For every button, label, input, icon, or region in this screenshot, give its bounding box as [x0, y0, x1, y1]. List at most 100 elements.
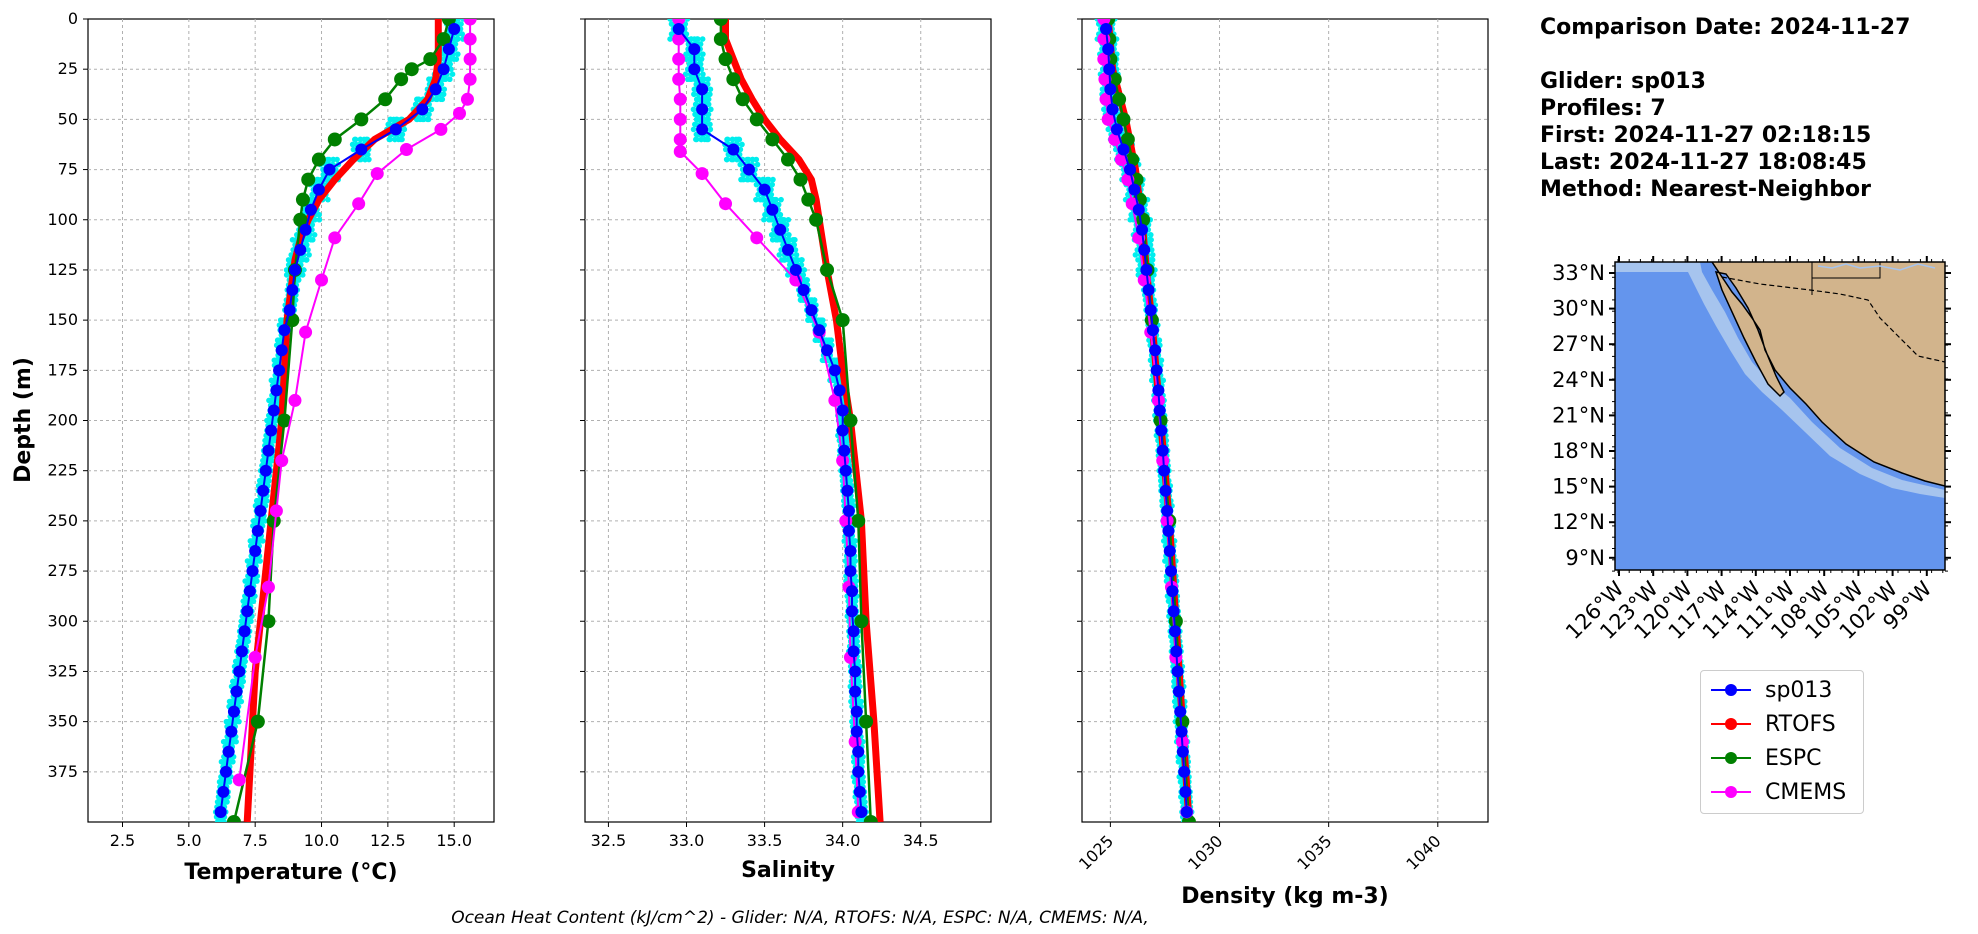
- sp013-point: [1172, 685, 1185, 698]
- sp013-point: [688, 43, 701, 56]
- sp013-point: [257, 484, 270, 497]
- espc-point: [726, 72, 741, 87]
- sp013-point: [813, 324, 826, 337]
- sp013-point: [1171, 665, 1184, 678]
- raw-profile-point: [215, 819, 221, 822]
- raw-profile-point: [707, 91, 713, 98]
- y-tick-label: 325: [47, 661, 78, 680]
- sp013-point: [841, 484, 854, 497]
- raw-profile-point: [1163, 558, 1169, 564]
- raw-profile-point: [366, 156, 372, 163]
- sp013-point: [265, 424, 278, 437]
- map-lat-label: 27°N: [1552, 332, 1605, 356]
- raw-profile-point: [692, 121, 698, 128]
- sp013-point: [844, 565, 857, 578]
- espc-point: [713, 19, 728, 26]
- raw-profile-point: [707, 126, 714, 133]
- density-x-label: Density (kg m-3): [1181, 884, 1389, 909]
- sp013-point: [672, 23, 685, 36]
- y-tick-label: 100: [47, 210, 78, 229]
- x-tick-label: 5.0: [176, 831, 201, 850]
- x-tick-label: 32.5: [591, 831, 627, 850]
- y-tick-label: 0: [68, 9, 78, 28]
- raw-profile-point: [298, 257, 304, 263]
- sp013-point: [1170, 645, 1183, 658]
- raw-profile-point: [220, 819, 227, 822]
- sp013-point: [275, 344, 288, 357]
- espc-point: [261, 614, 276, 629]
- map-lat-label: 12°N: [1552, 510, 1605, 534]
- sp013-point: [1100, 23, 1113, 36]
- raw-profile-point: [448, 66, 454, 72]
- x-tick-label: 33.5: [747, 831, 783, 850]
- raw-profile-point: [271, 357, 278, 364]
- raw-profile-point: [769, 181, 775, 188]
- raw-profile-point: [420, 116, 427, 123]
- sp013-point: [1136, 223, 1149, 236]
- raw-profile-point: [754, 161, 761, 168]
- sp013-point: [219, 765, 232, 778]
- x-tick-label: 15.0: [436, 831, 472, 850]
- raw-profile-point: [805, 317, 812, 323]
- map-border: [1721, 276, 1945, 363]
- raw-profile-point: [218, 758, 225, 765]
- sp013-point: [283, 304, 296, 317]
- raw-profile-point: [1158, 357, 1165, 364]
- raw-profile-point: [264, 417, 270, 424]
- raw-profile-point: [1099, 86, 1106, 93]
- salinity-ticks: 32.5 33.0 33.5 34.0 34.5: [580, 18, 939, 850]
- sp013-point: [288, 263, 301, 276]
- sp013-line: [219, 28, 456, 813]
- ohc-footer: Ocean Heat Content (kJ/cm^2) - Glider: N…: [451, 908, 1149, 928]
- raw-profile-point: [860, 779, 866, 785]
- sp013-point: [1161, 504, 1174, 517]
- raw-profile-point: [426, 111, 432, 118]
- y-tick-label: 125: [47, 260, 78, 279]
- espc-point: [378, 92, 393, 107]
- raw-profile-point: [691, 86, 698, 93]
- sp013-point: [429, 83, 442, 96]
- raw-profile-point: [775, 201, 782, 208]
- salinity-grid: [585, 19, 991, 822]
- espc-point: [301, 172, 316, 187]
- espc-point: [404, 62, 419, 77]
- map-lat-label: 30°N: [1552, 297, 1605, 321]
- raw-profile-point: [242, 578, 249, 584]
- raw-profile-point: [314, 176, 320, 183]
- sp013-point: [1168, 625, 1181, 638]
- sp013-point: [1138, 243, 1151, 256]
- sp013-point: [323, 163, 336, 176]
- raw-profile-point: [1132, 252, 1139, 258]
- raw-profile-point: [800, 272, 807, 278]
- raw-profile-point: [723, 156, 730, 163]
- temperature-panel: 0255075100125150175200225250275300325350…: [11, 9, 495, 885]
- raw-profile-point: [777, 216, 784, 223]
- last-time: Last: 2024-11-27 18:08:45: [1540, 150, 1867, 175]
- raw-profile-point: [699, 36, 706, 42]
- cmems-point: [434, 122, 448, 136]
- raw-profile-point: [1148, 237, 1154, 243]
- cmems-point: [352, 197, 366, 211]
- raw-profile-point: [760, 176, 766, 183]
- sp013-point: [836, 424, 849, 437]
- raw-profile-point: [748, 176, 755, 183]
- raw-profile-point: [1128, 211, 1135, 218]
- espc-point: [793, 172, 808, 187]
- x-tick-label: 33.0: [669, 831, 705, 850]
- raw-profile-point: [305, 247, 311, 253]
- sp013-point: [1175, 725, 1188, 738]
- sp013-point: [1132, 203, 1145, 216]
- comparison-date: Comparison Date: 2024-11-27: [1540, 15, 1911, 40]
- espc-point: [423, 52, 438, 67]
- raw-profile-point: [262, 437, 268, 444]
- sp013-point: [1162, 524, 1175, 537]
- raw-profile-point: [667, 19, 673, 22]
- sp013-point: [850, 705, 863, 718]
- raw-profile-point: [855, 658, 862, 665]
- cmems-point: [463, 52, 477, 66]
- raw-profile-point: [223, 718, 230, 725]
- cmems-point: [288, 393, 302, 407]
- raw-profile-point: [792, 237, 798, 243]
- raw-profile-point: [399, 136, 405, 143]
- raw-profile-point: [682, 71, 689, 78]
